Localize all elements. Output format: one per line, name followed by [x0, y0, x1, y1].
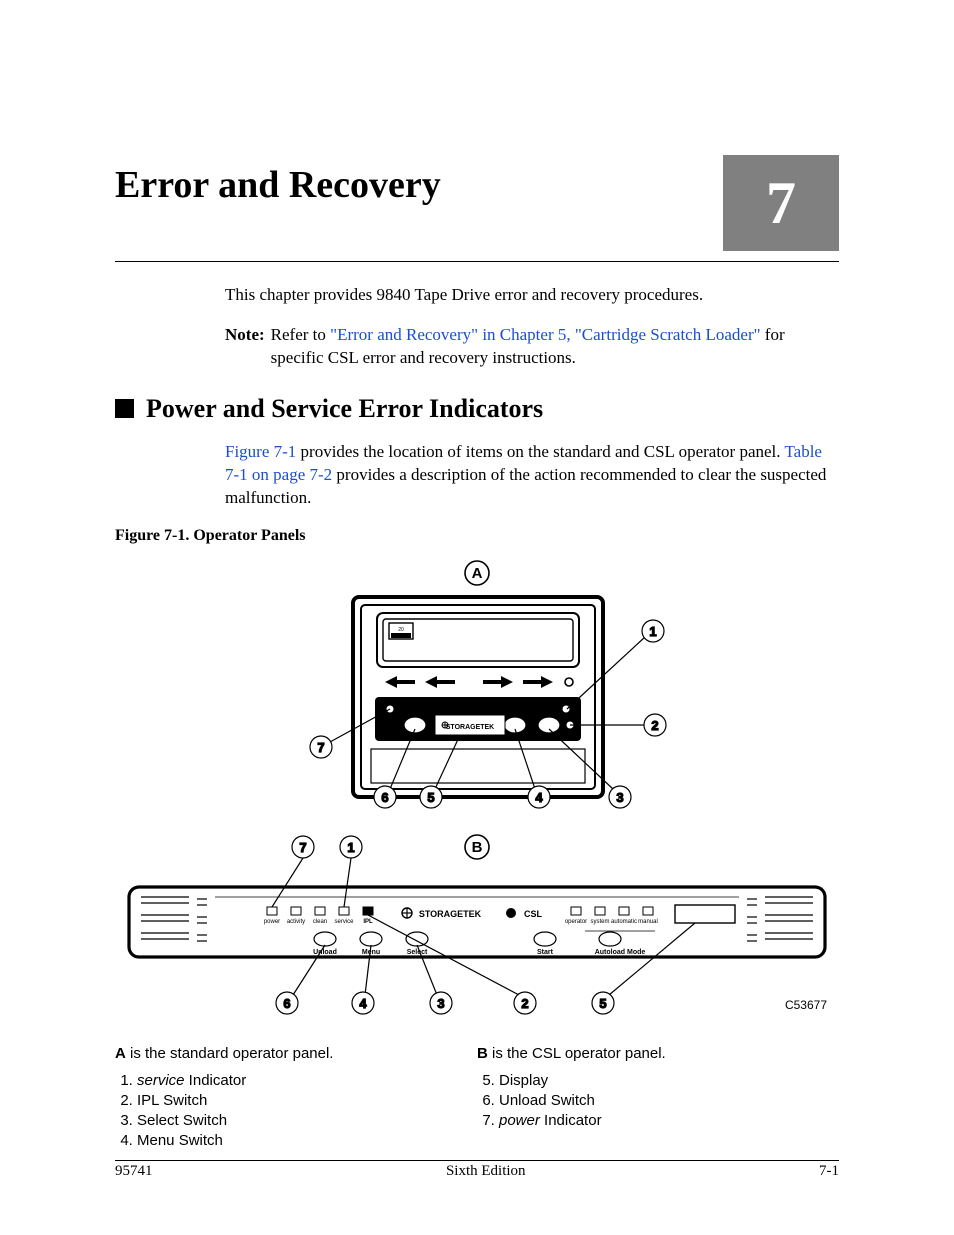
note-body: Refer to "Error and Recovery" in Chapter…: [271, 324, 839, 370]
svg-text:4: 4: [535, 790, 543, 805]
svg-text:Menu: Menu: [362, 949, 380, 956]
brand-b: STORAGETEK: [419, 909, 482, 919]
svg-text:20: 20: [398, 627, 404, 633]
note-prefix: Refer to: [271, 325, 330, 344]
legend-a-desc: A is the standard operator panel.: [115, 1045, 477, 1062]
figure-refid: C53677: [785, 998, 827, 1012]
svg-text:Unload: Unload: [313, 949, 337, 956]
footer-left: 95741: [115, 1163, 153, 1180]
svg-text:4: 4: [359, 996, 367, 1011]
legend-item: power Indicator: [499, 1112, 839, 1129]
divider: [115, 261, 839, 262]
section-header: Power and Service Error Indicators: [115, 394, 839, 424]
legend-b-pre: B: [477, 1045, 488, 1062]
svg-text:3: 3: [616, 790, 623, 805]
panel-b: power activity clean service IPL STORAGE…: [129, 887, 825, 957]
svg-text:service: service: [334, 919, 354, 925]
label-b: B: [472, 839, 483, 856]
legend-list-right: Display Unload Switch power Indicator: [477, 1072, 839, 1129]
legend-col-left: A is the standard operator panel. servic…: [115, 1045, 477, 1152]
intro-paragraph: This chapter provides 9840 Tape Drive er…: [225, 284, 839, 307]
legend: A is the standard operator panel. servic…: [115, 1045, 839, 1152]
section-title: Power and Service Error Indicators: [146, 394, 543, 424]
svg-text:system: system: [590, 919, 609, 925]
svg-text:5: 5: [427, 790, 434, 805]
svg-text:activity: activity: [287, 919, 305, 925]
svg-text:automatic: automatic: [611, 919, 637, 925]
legend-b-text: is the CSL operator panel.: [488, 1045, 666, 1062]
legend-item: Unload Switch: [499, 1092, 839, 1109]
legend-item: Select Switch: [137, 1112, 477, 1129]
csl-label: CSL: [524, 909, 543, 919]
svg-text:1: 1: [347, 840, 354, 855]
svg-text:6: 6: [381, 790, 388, 805]
page: Error and Recovery 7 This chapter provid…: [0, 0, 954, 1161]
svg-text:2: 2: [521, 996, 528, 1011]
svg-text:1: 1: [649, 624, 656, 639]
legend-item: service Indicator: [137, 1072, 477, 1089]
divider-bottom: [115, 1160, 839, 1161]
svg-text:power: power: [264, 919, 280, 925]
legend-item: Menu Switch: [137, 1132, 477, 1149]
legend-a-pre: A: [115, 1045, 126, 1062]
para-b: provides the location of items on the st…: [296, 442, 784, 461]
note-xref[interactable]: "Error and Recovery" in Chapter 5, "Cart…: [330, 325, 760, 344]
legend-a-text: is the standard operator panel.: [126, 1045, 334, 1062]
svg-text:7: 7: [317, 740, 324, 755]
chapter-number-box: 7: [723, 155, 839, 251]
note: Note: Refer to "Error and Recovery" in C…: [225, 324, 839, 370]
legend-b-desc: B is the CSL operator panel.: [477, 1045, 839, 1062]
section-paragraph: Figure 7-1 provides the location of item…: [225, 441, 839, 510]
chapter-title: Error and Recovery: [115, 155, 441, 207]
svg-text:2: 2: [651, 718, 658, 733]
svg-text:Start: Start: [537, 949, 554, 956]
bullet-square-icon: [115, 399, 134, 418]
svg-text:manual: manual: [638, 919, 658, 925]
panel-a: 20 STORAGETEK: [353, 597, 603, 797]
svg-text:Select: Select: [407, 949, 428, 956]
note-label: Note:: [225, 324, 265, 370]
legend-col-right: B is the CSL operator panel. Display Unl…: [477, 1045, 839, 1152]
legend-item: Display: [499, 1072, 839, 1089]
svg-text:operator: operator: [565, 919, 587, 925]
footer-right: 7-1: [819, 1163, 839, 1180]
footer-center: Sixth Edition: [446, 1163, 526, 1180]
footer: 95741 Sixth Edition 7-1: [115, 1163, 839, 1180]
svg-text:7: 7: [299, 840, 306, 855]
figure: A 20: [115, 557, 839, 1027]
svg-text:IPL: IPL: [363, 919, 373, 925]
svg-text:5: 5: [599, 996, 606, 1011]
label-a: A: [472, 565, 483, 582]
legend-item: IPL Switch: [137, 1092, 477, 1109]
chapter-header: Error and Recovery 7: [115, 155, 839, 251]
brand-a: STORAGETEK: [446, 724, 495, 731]
svg-text:6: 6: [283, 996, 290, 1011]
svg-text:clean: clean: [313, 919, 327, 925]
figure-caption: Figure 7-1. Operator Panels: [115, 527, 839, 545]
fig-xref[interactable]: Figure 7-1: [225, 442, 296, 461]
legend-list-left: service Indicator IPL Switch Select Swit…: [115, 1072, 477, 1149]
svg-text:Autoload Mode: Autoload Mode: [595, 949, 646, 956]
svg-text:3: 3: [437, 996, 444, 1011]
